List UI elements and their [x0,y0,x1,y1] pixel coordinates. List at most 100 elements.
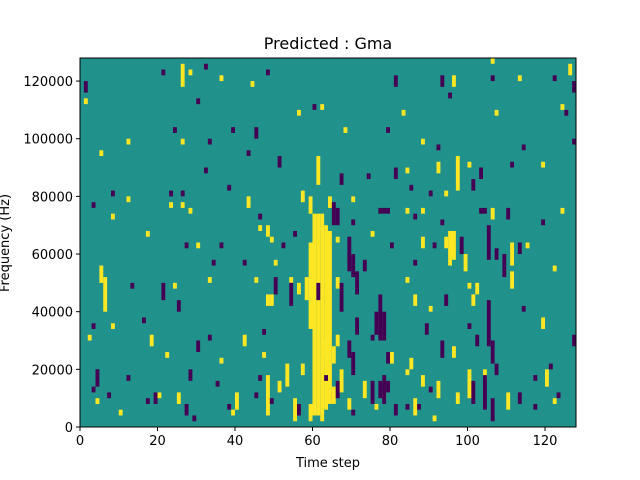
heatmap-cell-high [99,150,104,157]
heatmap-cell-high [467,369,472,399]
heatmap-cell-high [103,277,108,312]
y-tick-label: 80000 [32,190,73,205]
heatmap-cell-low [517,242,522,255]
heatmap-cell-high [432,415,437,422]
heatmap-cell-high [324,340,329,358]
y-tick-label: 60000 [32,248,73,263]
heatmap-cell-low [506,207,511,220]
heatmap-cell-high [316,156,321,185]
y-tick-label: 100000 [23,133,73,148]
heatmap-cell-high [111,323,115,329]
heatmap-cell-low [393,167,398,180]
heatmap-cell-high [506,392,511,410]
heatmap-cell-low [502,254,507,278]
heatmap-cell-low [351,409,356,416]
heatmap-cell-high [370,230,375,237]
heatmap-cell-low [192,415,197,422]
heatmap-cell-low [204,63,208,70]
heatmap-cell-high [165,352,170,358]
heatmap-cell-low [428,190,433,197]
heatmap-cell-high [436,161,441,174]
heatmap-cell-low [432,242,437,249]
heatmap-cell-low [142,317,146,324]
heatmap-cell-high [289,277,294,283]
x-tick-label: 60 [304,434,321,449]
heatmap-cell-high [331,386,336,404]
x-tick-label: 100 [455,434,480,449]
heatmap-cell-high [173,282,177,289]
heatmap-cell-high [362,380,367,399]
heatmap-cell-low [386,380,391,393]
heatmap-cell-high [285,363,290,387]
heatmap-cell-high [169,202,174,208]
heatmap-cell-low [490,398,495,422]
heatmap-cell-high [320,415,325,422]
heatmap-cell-high [118,409,123,416]
heatmap-cell-high [207,277,212,283]
heatmap-cell-low [196,98,201,105]
heatmap-cell-low [471,380,476,404]
heatmap-cell-high [145,230,150,237]
heatmap-cell-low [355,271,360,295]
heatmap-cell-low [126,375,131,381]
heatmap-cell-high [180,138,185,145]
heatmap-cell-low [444,294,449,306]
heatmap-cell-high [83,98,88,105]
x-tick-label: 0 [76,434,84,449]
heatmap-cell-low [227,184,232,191]
y-tick-label: 120000 [23,75,73,90]
heatmap-cell-high [149,334,154,347]
heatmap-cell-high [235,392,239,410]
heatmap-cell-high [545,369,549,387]
heatmap-cell-low [91,202,96,208]
heatmap-cell-high [552,398,557,404]
heatmap-cell-high [405,369,410,376]
heatmap-cell-low [486,225,491,260]
heatmap-cell-high [510,271,515,289]
heatmap-cell-high [266,375,270,416]
heatmap-cell-low [471,179,476,191]
heatmap-cell-high [331,346,336,364]
heatmap-cell-high [254,277,259,283]
heatmap-cell-high [452,346,456,358]
heatmap-cell-high [490,207,495,220]
heatmap-cell-high [452,230,456,260]
heatmap-cell-high [297,282,301,295]
heatmap-cell-low [254,127,259,139]
heatmap-cell-high [471,294,476,306]
heatmap-cell-low [533,375,538,381]
heatmap-cell-high [448,230,453,266]
heatmap-cell-high [277,380,282,393]
heatmap-cell-low [281,242,286,249]
heatmap-cell-high [455,392,460,404]
heatmap-cell-high [421,138,425,145]
heatmap-cell-high [444,190,449,197]
heatmap-cell-high [335,334,340,347]
heatmap-cell-high [328,196,332,208]
heatmap-cell-high [297,109,301,116]
heatmap-cell-low [161,69,166,76]
heatmap-cell-high [374,403,379,410]
heatmap-cell-high [413,294,418,306]
heatmap-cells [83,58,577,422]
heatmap-cell-low [258,213,263,220]
heatmap-cell-low [362,259,367,272]
heatmap-cell-high [300,190,305,203]
heatmap-cell-low [351,219,356,226]
heatmap-cell-high [293,398,298,422]
heatmap-cell-high [347,398,352,410]
heatmap-cell-low [91,386,96,393]
heatmap-cell-high [219,75,224,82]
heatmap-cell-low [521,305,526,312]
heatmap-cell-low [552,75,557,82]
heatmap-cell-low [564,109,569,116]
heatmap-cell-low [347,340,352,358]
heatmap-cell-high [188,207,193,214]
heatmap-cell-low [378,380,383,399]
heatmap-cell-low [386,207,391,214]
heatmap-cell-high [335,236,340,243]
heatmap-cell-low [207,138,212,145]
heatmap-cell-low [494,248,499,260]
heatmap-cell-low [490,340,495,364]
heatmap-cell-low [417,403,422,410]
